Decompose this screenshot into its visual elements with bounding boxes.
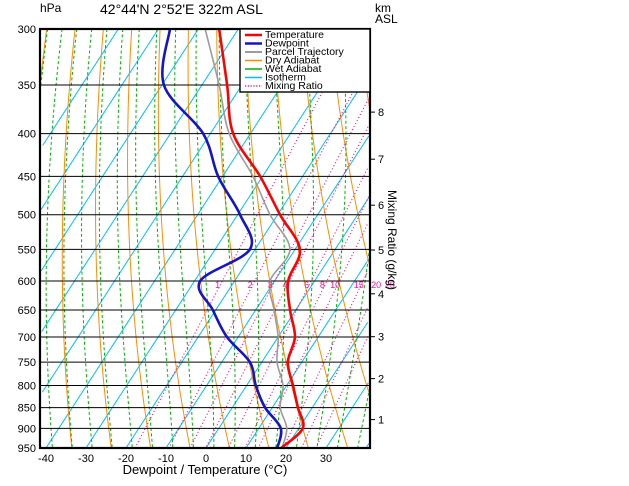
svg-text:Mixing Ratio: Mixing Ratio (265, 80, 323, 92)
svg-text:42°44'N 2°52'E 322m ASL: 42°44'N 2°52'E 322m ASL (100, 1, 263, 17)
svg-text:2: 2 (248, 280, 253, 290)
svg-text:400: 400 (18, 129, 36, 141)
svg-text:8: 8 (378, 107, 384, 119)
svg-text:4: 4 (378, 289, 384, 301)
svg-text:550: 550 (18, 244, 36, 256)
svg-text:8: 8 (320, 280, 325, 290)
svg-text:10: 10 (330, 280, 340, 290)
svg-text:Mixing Ratio (g/kg): Mixing Ratio (g/kg) (385, 190, 399, 290)
svg-text:-30: -30 (78, 453, 94, 465)
svg-text:450: 450 (18, 171, 36, 183)
svg-text:6: 6 (378, 200, 384, 212)
svg-text:900: 900 (18, 423, 36, 435)
svg-text:800: 800 (18, 381, 36, 393)
svg-text:750: 750 (18, 357, 36, 369)
svg-text:15: 15 (354, 280, 364, 290)
svg-text:1: 1 (378, 415, 384, 427)
svg-text:4: 4 (282, 280, 287, 290)
svg-text:500: 500 (18, 210, 36, 222)
svg-text:5: 5 (378, 245, 384, 257)
svg-text:6: 6 (304, 280, 309, 290)
svg-text:650: 650 (18, 305, 36, 317)
svg-text:950: 950 (18, 443, 36, 455)
svg-text:1: 1 (215, 280, 220, 290)
svg-text:30: 30 (320, 453, 332, 465)
svg-text:600: 600 (18, 276, 36, 288)
svg-text:-40: -40 (38, 453, 54, 465)
svg-text:350: 350 (18, 80, 36, 92)
svg-text:ASL: ASL (375, 12, 398, 26)
svg-text:2: 2 (378, 374, 384, 386)
svg-text:7: 7 (378, 154, 384, 166)
svg-text:3: 3 (378, 332, 384, 344)
svg-text:700: 700 (18, 332, 36, 344)
svg-text:850: 850 (18, 403, 36, 415)
svg-text:3: 3 (268, 280, 273, 290)
svg-text:300: 300 (18, 24, 36, 36)
svg-text:Dewpoint / Temperature (°C): Dewpoint / Temperature (°C) (123, 462, 288, 477)
svg-text:hPa: hPa (40, 1, 62, 15)
